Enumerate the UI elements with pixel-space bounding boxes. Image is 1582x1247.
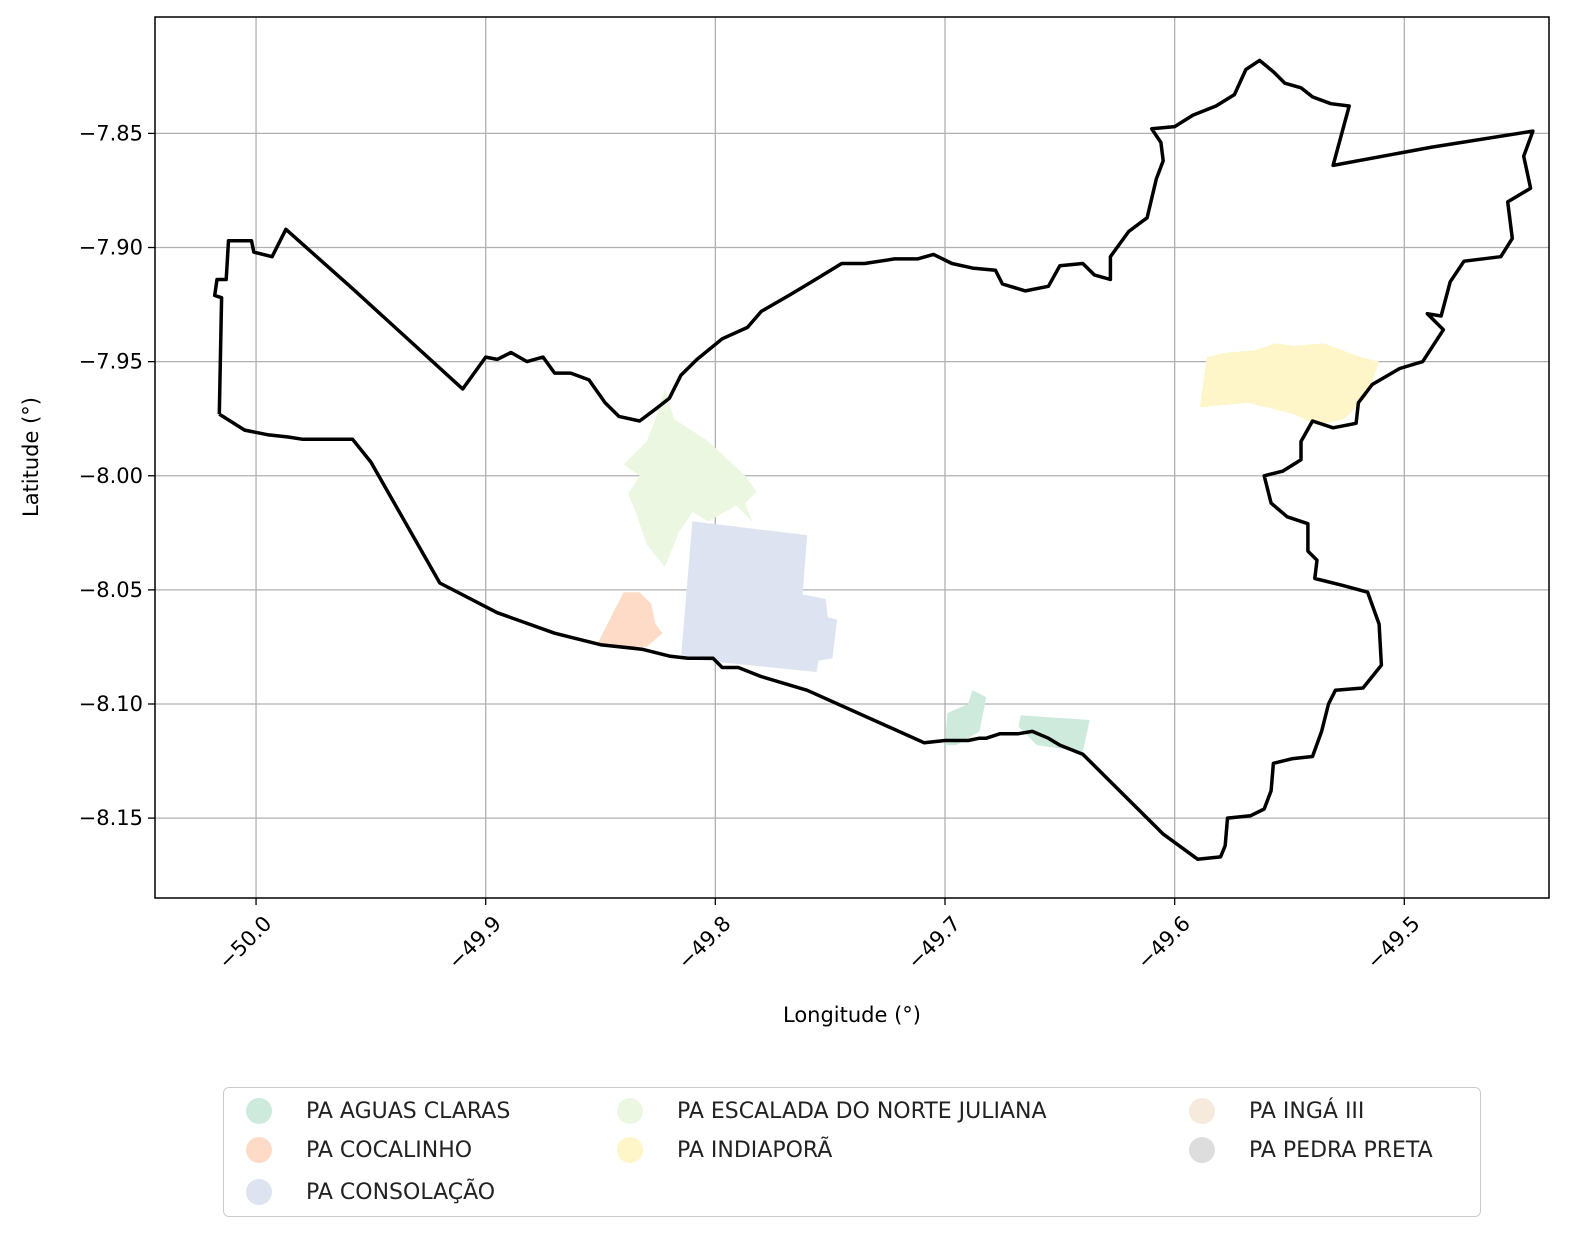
legend-label: PA CONSOLAÇÃO (306, 1179, 496, 1205)
settlement-polygon (945, 690, 987, 746)
legend-item: PA ESCALADA DO NORTE JULIANA (617, 1096, 1047, 1126)
legend-label: PA AGUAS CLARAS (306, 1098, 511, 1124)
x-tick-label: −49.7 (903, 911, 965, 973)
legend-label: PA INDIAPORÃ (677, 1137, 833, 1163)
x-tick-label: −49.8 (673, 911, 735, 973)
legend-marker (1189, 1098, 1215, 1124)
x-tick-label: −50.0 (214, 911, 276, 973)
y-tick-label: −8.00 (79, 464, 143, 488)
x-tick-label: −49.5 (1362, 911, 1424, 973)
legend-label: PA INGÁ III (1249, 1098, 1365, 1124)
x-axis-label: Longitude (°) (783, 1003, 921, 1027)
legend: PA AGUAS CLARAS PA COCALINHO PA CONSOLAÇÃO… (223, 1087, 1481, 1217)
legend-marker (246, 1137, 272, 1163)
y-tick-label: −8.15 (79, 806, 143, 830)
x-tick-label: −49.6 (1132, 911, 1194, 973)
y-tick-label: −8.05 (79, 578, 143, 602)
legend-item: PA CONSOLAÇÃO (246, 1177, 495, 1207)
y-tick-label: −7.95 (79, 350, 143, 374)
legend-label: PA ESCALADA DO NORTE JULIANA (677, 1098, 1047, 1124)
legend-item: PA COCALINHO (246, 1135, 472, 1165)
legend-marker (617, 1098, 643, 1124)
legend-label: PA COCALINHO (306, 1137, 473, 1163)
legend-item: PA AGUAS CLARAS (246, 1096, 510, 1126)
settlement-polygon (680, 521, 838, 672)
municipality-boundary (212, 58, 1535, 861)
legend-label: PA PEDRA PRETA (1249, 1137, 1433, 1163)
settlement-polygon (1199, 343, 1380, 426)
plot-frame (154, 16, 1550, 899)
settlement-polygons (598, 343, 1380, 752)
y-tick-label: −8.10 (79, 692, 143, 716)
y-tick-label: −7.90 (79, 236, 143, 260)
legend-marker (246, 1098, 272, 1124)
legend-item: PA INGÁ III (1189, 1096, 1364, 1126)
x-tick-label: −49.9 (444, 911, 506, 973)
plot-area-background (155, 17, 1549, 898)
legend-marker (1189, 1137, 1215, 1163)
boundary-line (212, 58, 1535, 861)
settlement-polygon (1018, 715, 1090, 752)
legend-marker (246, 1179, 272, 1205)
grid-lines (155, 17, 1549, 898)
y-tick-label: −7.85 (79, 121, 143, 145)
legend-marker (617, 1137, 643, 1163)
settlement-polygon (623, 389, 757, 568)
legend-item: PA PEDRA PRETA (1189, 1135, 1433, 1165)
legend-item: PA INDIAPORÃ (617, 1135, 832, 1165)
settlement-polygon (598, 592, 663, 647)
y-axis-label: Latitude (°) (19, 397, 43, 517)
